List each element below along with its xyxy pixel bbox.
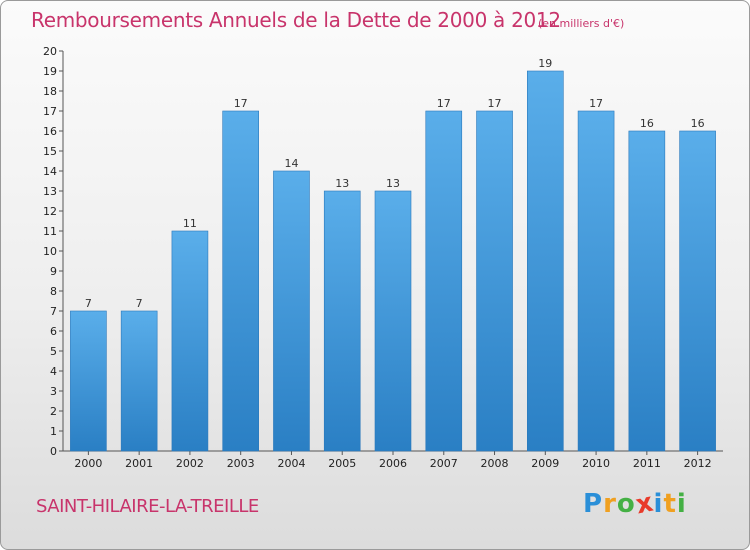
data-label: 17 xyxy=(437,97,451,110)
bar xyxy=(374,190,412,452)
bar xyxy=(425,110,463,452)
chart-title: Remboursements Annuels de la Dette de 20… xyxy=(31,8,561,32)
data-label: 7 xyxy=(85,297,92,310)
y-tick-label: 16 xyxy=(43,125,57,138)
y-tick-label: 2 xyxy=(50,405,57,418)
y-tick-label: 18 xyxy=(43,85,57,98)
y-tick-label: 3 xyxy=(50,385,57,398)
bar xyxy=(628,130,666,452)
bar xyxy=(476,110,513,452)
proxiti-logo: Proxiti xyxy=(583,487,687,520)
logo-letter: t xyxy=(663,489,677,519)
place-name: SAINT-HILAIRE-LA-TREILLE xyxy=(36,496,259,517)
logo-letter: P xyxy=(583,489,604,519)
x-tick-label: 2008 xyxy=(481,457,509,470)
x-tick-label: 2005 xyxy=(328,457,356,470)
y-tick-label: 0 xyxy=(50,445,57,458)
y-tick-label: 5 xyxy=(50,345,57,358)
y-tick-label: 15 xyxy=(43,145,57,158)
data-label: 13 xyxy=(386,177,400,190)
y-tick-label: 8 xyxy=(50,285,57,298)
bar xyxy=(527,70,564,452)
y-tick-label: 6 xyxy=(50,325,57,338)
x-tick-label: 2011 xyxy=(633,457,661,470)
x-tick-label: 2001 xyxy=(125,457,153,470)
x-tick-label: 2000 xyxy=(74,457,102,470)
y-tick-label: 4 xyxy=(50,365,57,378)
logo-letter: r xyxy=(603,489,617,519)
x-tick-label: 2012 xyxy=(684,457,712,470)
data-label: 16 xyxy=(640,117,654,130)
data-label: 13 xyxy=(335,177,349,190)
bar xyxy=(679,130,716,452)
logo-letter: i xyxy=(653,489,664,519)
y-tick-label: 14 xyxy=(43,165,57,178)
y-tick-label: 7 xyxy=(50,305,57,318)
data-label: 17 xyxy=(589,97,603,110)
bar xyxy=(273,170,310,452)
y-tick-label: 12 xyxy=(43,205,57,218)
bar xyxy=(171,230,209,452)
y-tick-label: 11 xyxy=(43,225,57,238)
y-tick-label: 19 xyxy=(43,65,57,78)
bar xyxy=(577,110,615,452)
y-tick-label: 17 xyxy=(43,105,57,118)
y-tick-label: 20 xyxy=(43,45,57,58)
x-tick-label: 2009 xyxy=(531,457,559,470)
y-tick-label: 10 xyxy=(43,245,57,258)
data-label: 19 xyxy=(538,57,552,70)
chart-labels: 2000 7 2001 7 2002 11 2003 17 2004 14 2005 13 2006 13… xyxy=(74,57,711,470)
data-label: 17 xyxy=(488,97,502,110)
x-tick-label: 2003 xyxy=(227,457,255,470)
bar xyxy=(120,310,158,452)
bar xyxy=(70,310,107,452)
chart-bars xyxy=(70,70,716,452)
logo-letter: i xyxy=(676,489,687,519)
chart-unit: (en milliers d'€) xyxy=(538,17,625,30)
x-tick-label: 2004 xyxy=(277,457,305,470)
x-tick-label: 2002 xyxy=(176,457,204,470)
data-label: 11 xyxy=(183,217,197,230)
y-tick-label: 13 xyxy=(43,185,57,198)
y-tick-label: 1 xyxy=(50,425,57,438)
x-tick-label: 2010 xyxy=(582,457,610,470)
data-label: 16 xyxy=(691,117,705,130)
data-label: 14 xyxy=(284,157,298,170)
bar xyxy=(323,190,361,452)
data-label: 7 xyxy=(136,297,143,310)
x-tick-label: 2006 xyxy=(379,457,407,470)
data-label: 17 xyxy=(234,97,248,110)
x-tick-label: 2007 xyxy=(430,457,458,470)
logo-letter: o xyxy=(616,489,636,519)
y-tick-label: 9 xyxy=(50,265,57,278)
bar xyxy=(222,110,259,452)
